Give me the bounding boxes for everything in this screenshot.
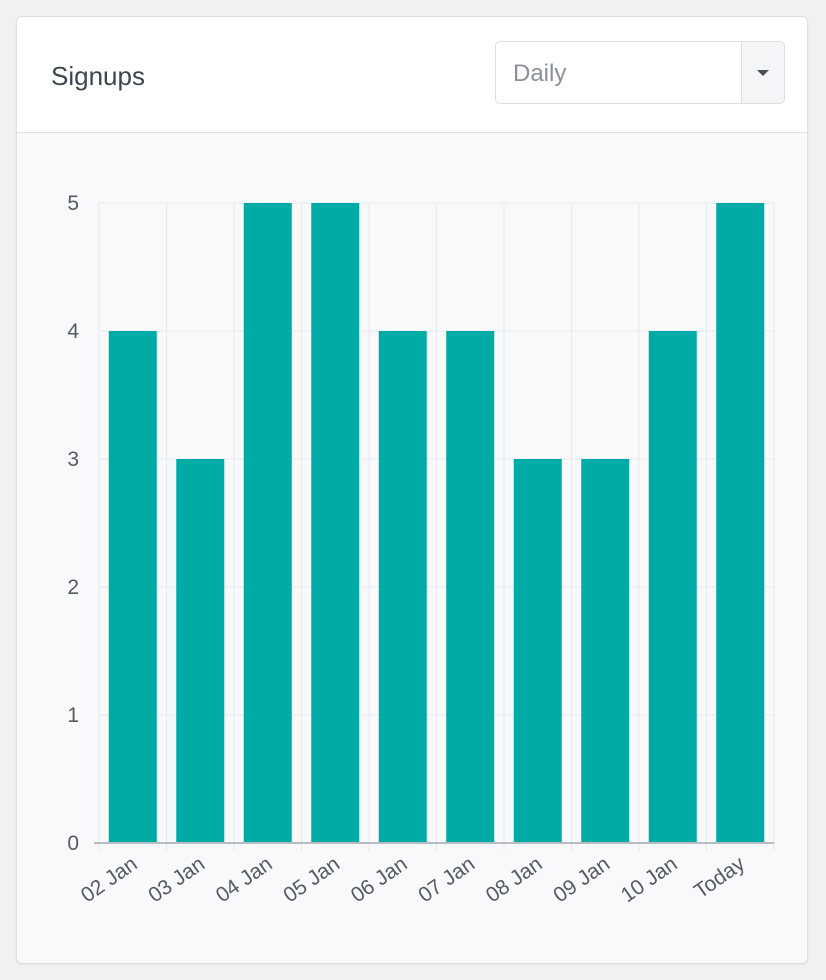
bar xyxy=(378,331,427,843)
y-tick-label: 0 xyxy=(67,832,79,855)
x-tick-label: 09 Jan xyxy=(549,852,614,907)
x-tick-label: 02 Jan xyxy=(77,852,142,907)
card-title: Signups xyxy=(51,61,145,91)
y-tick-label: 3 xyxy=(67,448,79,471)
y-tick-label: 2 xyxy=(67,576,79,599)
bar xyxy=(581,459,630,843)
card-header: Signups Daily xyxy=(17,17,807,133)
x-tick-label: 10 Jan xyxy=(617,852,682,907)
bar xyxy=(176,459,225,843)
bar xyxy=(311,203,360,843)
bar xyxy=(648,331,697,843)
x-tick-label: 07 Jan xyxy=(414,852,479,907)
period-select[interactable]: Daily xyxy=(495,41,785,104)
y-tick-label: 1 xyxy=(67,704,79,727)
x-tick-label: 04 Jan xyxy=(212,852,277,907)
chart-area: 0 1 2 3 4 5 02 Jan 03 Jan 04 Jan 05 Jan 06 Jan 07 J… xyxy=(17,133,807,963)
bar xyxy=(243,203,292,843)
bar xyxy=(513,459,562,843)
bar xyxy=(446,331,495,843)
y-tick-label: 4 xyxy=(67,320,79,343)
y-tick-label: 5 xyxy=(67,192,79,215)
x-tick-label: 03 Jan xyxy=(144,852,209,907)
caret-down-icon xyxy=(757,70,769,76)
x-tick-label: Today xyxy=(690,852,750,903)
period-select-toggle[interactable] xyxy=(741,42,784,103)
signups-bar-chart: 0 1 2 3 4 5 02 Jan 03 Jan 04 Jan 05 Jan 06 Jan 07 J… xyxy=(67,192,775,907)
period-select-value: Daily xyxy=(513,60,567,87)
x-tick-label: 08 Jan xyxy=(482,852,547,907)
x-tick-label: 06 Jan xyxy=(347,852,412,907)
bar xyxy=(108,331,157,843)
x-tick-label: 05 Jan xyxy=(279,852,344,907)
bar xyxy=(716,203,765,843)
signups-card: Signups Daily 0 1 2 3 4 5 02 Jan 03 Jan 04 Jan 05… xyxy=(16,16,808,964)
